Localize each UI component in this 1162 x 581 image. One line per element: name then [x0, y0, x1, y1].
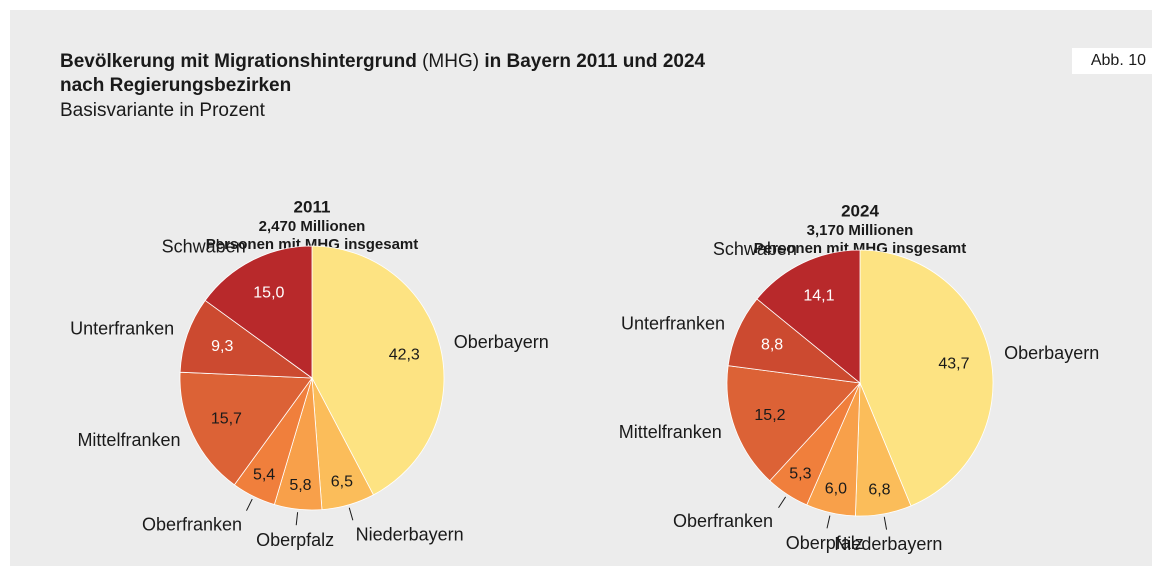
figure-label: Abb. 10	[1091, 52, 1146, 69]
leader-line	[883, 516, 888, 530]
category-label: Schwaben	[162, 237, 246, 257]
leader-line	[246, 498, 253, 511]
panel	[10, 10, 1152, 566]
pie-title: 2024	[841, 201, 879, 220]
value-label: 43,7	[938, 356, 969, 373]
category-label: Oberfranken	[673, 511, 773, 531]
category-label: Niederbayern	[356, 525, 464, 545]
value-label: 8,8	[761, 336, 783, 353]
category-label: Unterfranken	[621, 314, 725, 334]
title-part: Bevölkerung mit Migrationshintergrund	[60, 51, 417, 72]
value-label: 9,3	[211, 338, 233, 355]
pie-slice	[204, 245, 313, 379]
category-label: Oberbayern	[454, 332, 549, 352]
value-label: 5,3	[789, 466, 811, 483]
title-part: (MHG)	[422, 51, 479, 72]
pie-slice	[179, 299, 314, 379]
category-label: Mittelfranken	[77, 430, 180, 450]
title-part: in Bayern 2011 und 2024	[484, 51, 705, 72]
value-label: 15,7	[211, 410, 242, 427]
category-label: Oberpfalz	[256, 530, 334, 550]
value-label: 15,0	[253, 285, 284, 302]
leader-line	[778, 496, 787, 509]
category-label: Schwaben	[713, 239, 797, 259]
leader-line	[826, 515, 831, 529]
value-label: 42,3	[389, 346, 420, 363]
value-label: 5,8	[289, 477, 311, 494]
chart-subtitle: Basisvariante in Prozent	[60, 100, 266, 121]
pie-slice	[859, 249, 994, 507]
label-box	[1072, 48, 1152, 74]
category-label: Oberbayern	[1004, 343, 1099, 363]
category-label: Mittelfranken	[619, 422, 722, 442]
leader-line	[295, 512, 299, 526]
value-label: 15,2	[754, 407, 785, 424]
value-label: 6,5	[331, 473, 353, 490]
pie-slice	[726, 365, 861, 482]
pie-title: 2011	[294, 197, 331, 216]
chart-title: Bevölkerung mit Migrationshintergrund (M…	[60, 51, 706, 72]
pie-subtitle: Personen mit MHG insgesamt	[754, 240, 967, 257]
value-label: 6,8	[868, 482, 890, 499]
pie-subtitle: Personen mit MHG insgesamt	[206, 236, 419, 253]
value-label: 5,4	[253, 466, 275, 483]
pie-subtitle: 2,470 Millionen	[259, 218, 366, 235]
leader-line	[348, 507, 354, 521]
pie-slice	[311, 245, 445, 496]
chart-title: nach Regierungsbezirken	[60, 75, 291, 96]
value-label: 14,1	[803, 288, 834, 305]
value-label: 6,0	[825, 481, 847, 498]
category-label: Niederbayern	[834, 534, 942, 554]
category-label: Oberpfalz	[786, 533, 864, 553]
pie-slice	[179, 371, 313, 486]
category-label: Unterfranken	[70, 319, 174, 339]
category-label: Oberfranken	[142, 514, 242, 534]
pie-slice	[756, 249, 861, 384]
pie-subtitle: 3,170 Millionen	[807, 222, 914, 239]
